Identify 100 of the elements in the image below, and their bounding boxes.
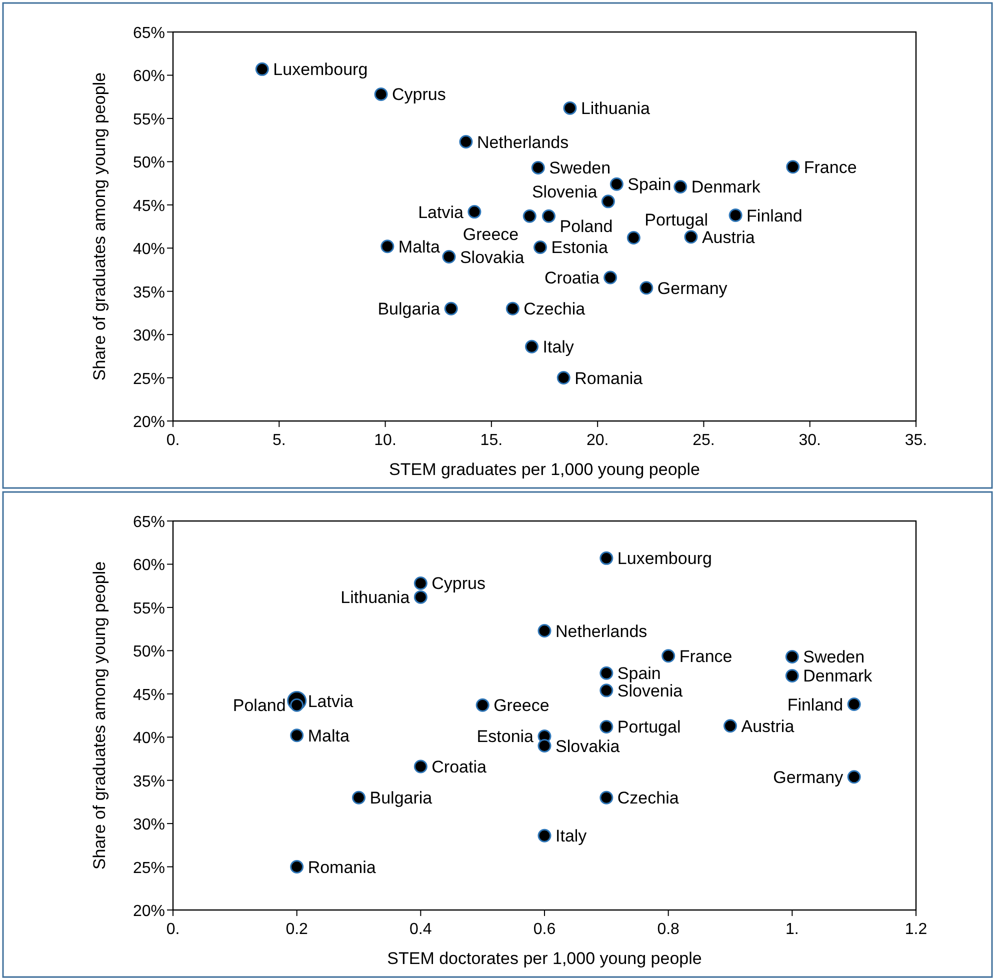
point xyxy=(542,209,556,223)
point xyxy=(380,240,394,254)
point xyxy=(684,230,698,244)
series-label: Slovenia xyxy=(532,182,598,202)
series-label: Finland xyxy=(746,206,802,226)
series-label: Czechia xyxy=(524,300,586,319)
point xyxy=(534,240,548,254)
series-label: Slovakia xyxy=(556,736,620,756)
series-label: Portugal xyxy=(617,718,681,737)
series-label: Malta xyxy=(398,237,441,256)
point xyxy=(600,551,614,565)
point xyxy=(847,770,861,784)
x-tick-label: 35. xyxy=(904,432,928,449)
y-tick-label: 35% xyxy=(132,773,165,790)
x-tick-label: 0.2 xyxy=(286,921,308,938)
series-label: Poland xyxy=(232,696,286,716)
series-label: Denmark xyxy=(691,178,761,197)
point xyxy=(786,160,800,174)
series-label: Estonia xyxy=(551,238,608,258)
x-tick-label: 0.4 xyxy=(410,921,432,938)
series-label: Croatia xyxy=(544,268,600,288)
x-tick-label: 0. xyxy=(166,921,180,938)
series-label: Malta xyxy=(308,726,350,746)
series-label: Sweden xyxy=(549,158,611,178)
y-tick-label: 40% xyxy=(132,241,165,258)
y-tick-label: 65% xyxy=(132,514,165,531)
y-tick-label: 50% xyxy=(132,154,165,172)
point xyxy=(724,719,737,733)
point xyxy=(674,180,688,194)
point xyxy=(785,650,799,664)
x-tick-label: 1.2 xyxy=(904,921,928,938)
point xyxy=(525,340,539,354)
y-tick-label: 65% xyxy=(132,25,165,42)
point xyxy=(414,760,428,774)
x-tick-label: 10. xyxy=(374,432,396,449)
series-label: Romania xyxy=(574,368,644,388)
series-label: Germany xyxy=(657,278,728,298)
y-tick-label: 20% xyxy=(132,903,165,920)
point xyxy=(290,728,304,742)
point xyxy=(600,666,614,680)
point xyxy=(444,302,458,316)
series-label: Netherlands xyxy=(476,132,569,152)
point xyxy=(538,624,552,638)
y-tick-label: 25% xyxy=(132,860,165,877)
point xyxy=(600,790,614,804)
y-tick-label: 30% xyxy=(132,816,165,834)
point xyxy=(728,208,742,222)
series-label: France xyxy=(804,158,857,177)
series-label: Spain xyxy=(617,664,661,684)
series-label: Croatia xyxy=(432,758,488,776)
series-label: Lithuania xyxy=(580,99,651,118)
series-label: Spain xyxy=(628,175,672,194)
x-tick-label: 30. xyxy=(798,432,821,449)
y-tick-label: 45% xyxy=(132,686,165,704)
series-label: Poland xyxy=(560,217,613,236)
point xyxy=(506,302,520,316)
point xyxy=(352,790,366,804)
series-label: Czechia xyxy=(617,788,680,808)
series-label: Netherlands xyxy=(556,622,648,641)
series-label: Lithuania xyxy=(340,588,410,608)
series-label: Luxembourg xyxy=(273,60,368,80)
x-axis-title: STEM doctorates per 1,000 young people xyxy=(387,949,702,968)
point xyxy=(662,649,676,663)
point xyxy=(538,828,552,842)
series-label: Bulgaria xyxy=(370,788,433,808)
series-label: Cyprus xyxy=(392,85,446,104)
series-label: Latvia xyxy=(418,202,464,222)
point xyxy=(600,720,614,734)
y-tick-label: 30% xyxy=(132,328,165,345)
series-label: Italy xyxy=(542,338,574,357)
point xyxy=(847,698,861,712)
y-tick-label: 55% xyxy=(132,111,165,128)
x-tick-label: 5. xyxy=(272,432,286,449)
x-tick-label: 0.8 xyxy=(657,921,680,938)
series-label: Portugal xyxy=(644,210,708,230)
point xyxy=(785,668,799,682)
point xyxy=(290,860,304,874)
y-tick-label: 50% xyxy=(132,644,165,661)
series-label: Greece xyxy=(462,225,519,244)
series-label: Slovenia xyxy=(617,681,684,700)
y-tick-label: 60% xyxy=(132,68,165,86)
series-label: Denmark xyxy=(803,666,873,686)
point xyxy=(600,684,614,698)
x-tick-label: 0.6 xyxy=(533,921,556,938)
point xyxy=(468,205,482,219)
point xyxy=(601,194,615,208)
series-label: Greece xyxy=(494,696,550,716)
y-tick-label: 45% xyxy=(132,198,165,215)
series-label: Italy xyxy=(556,826,588,846)
series-label: Finland xyxy=(787,695,844,714)
series-label: Luxembourg xyxy=(617,549,712,568)
y-axis-title: Share of graduates among young people xyxy=(90,72,109,381)
y-tick-label: 60% xyxy=(132,557,165,574)
y-axis-title: Share of graduates among young people xyxy=(90,561,109,870)
point xyxy=(414,576,428,590)
point xyxy=(374,87,388,101)
point xyxy=(610,177,624,191)
series-label: Estonia xyxy=(476,727,534,746)
point xyxy=(414,590,428,604)
series-label: Austria xyxy=(702,228,756,247)
